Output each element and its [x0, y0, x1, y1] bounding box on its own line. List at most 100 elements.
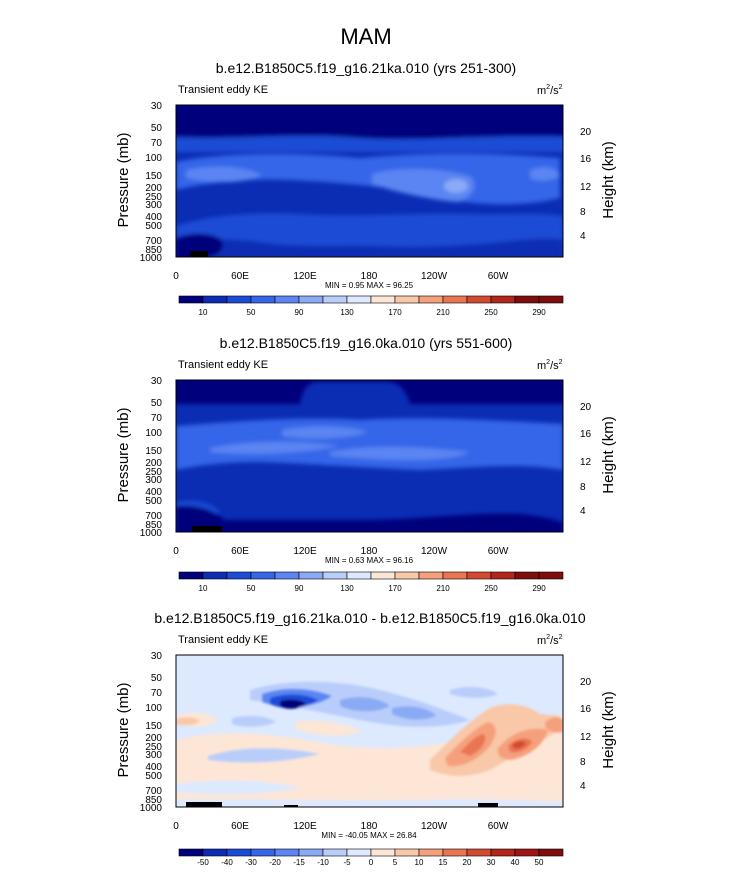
y-tick-50: 50 — [151, 123, 163, 134]
cbar-swatch — [442, 295, 468, 304]
cbar-label: 30 — [487, 858, 496, 867]
panel-2-variable-label: Transient eddy KE — [178, 359, 268, 371]
panel-1-height-ticks: 4 8 12 16 20 — [580, 127, 592, 242]
cbar-swatch — [418, 295, 444, 304]
y-tick-700: 700 — [145, 786, 162, 797]
panel-3-variable-label: Transient eddy KE — [178, 634, 268, 646]
panel-1-y-ticks: 30 50 70 100 150 200 250 300 400 500 700… — [140, 101, 163, 264]
panel-1-contour-field — [176, 105, 563, 257]
cbar-swatch — [490, 571, 516, 580]
y-tick-500: 500 — [145, 771, 162, 782]
panel-1-colorbar: 10 50 90 130 170 210 250 290 — [178, 295, 564, 317]
cbar-label: -10 — [317, 858, 329, 867]
cbar-swatch — [394, 571, 420, 580]
x-tick-180: 180 — [361, 546, 378, 557]
height-tick-16: 16 — [580, 429, 592, 440]
cbar-label: 40 — [511, 858, 520, 867]
panel-1-height-axis-label: Height (km) — [600, 141, 617, 219]
cbar-swatch — [466, 571, 492, 580]
cbar-swatch — [538, 295, 564, 304]
panel-1-plot-frame — [175, 104, 564, 258]
height-tick-4: 4 — [580, 506, 586, 517]
panel-1-min-max: MIN = 0.95 MAX = 96.25 — [325, 281, 414, 290]
y-tick-50: 50 — [151, 673, 163, 684]
cbar-label: 210 — [436, 308, 450, 317]
height-tick-12: 12 — [580, 732, 592, 743]
cbar-label: 90 — [295, 308, 304, 317]
cbar-swatch — [250, 571, 276, 580]
cbar-label: -15 — [293, 858, 305, 867]
cbar-swatch — [370, 295, 396, 304]
height-tick-20: 20 — [580, 402, 592, 413]
cbar-swatch — [250, 295, 276, 304]
y-tick-70: 70 — [151, 688, 163, 699]
y-tick-150: 150 — [145, 721, 162, 732]
x-tick-120E: 120E — [293, 546, 317, 557]
cbar-label: 290 — [532, 584, 546, 593]
height-tick-20: 20 — [580, 677, 592, 688]
x-tick-0: 0 — [173, 821, 179, 832]
cbar-swatch — [226, 848, 252, 857]
cbar-label: 10 — [415, 858, 424, 867]
cbar-swatch — [298, 848, 324, 857]
x-tick-60W: 60W — [488, 271, 509, 282]
panel-1-axes: 30 50 70 100 150 200 250 300 400 500 700… — [115, 101, 617, 290]
cbar-label: 90 — [295, 584, 304, 593]
panel-2: b.e12.B1850C5.f19_g16.0ka.010 (yrs 551-6… — [115, 335, 617, 593]
cbar-label: 50 — [247, 584, 256, 593]
cbar-swatch — [538, 848, 564, 857]
panel-3-axes: 30 50 70 100 150 200 250 300 400 500 700… — [115, 651, 617, 840]
y-tick-300: 300 — [145, 200, 162, 211]
cbar-swatch — [370, 848, 396, 857]
y-tick-200: 200 — [145, 183, 162, 194]
cbar-swatch — [226, 571, 252, 580]
cbar-swatch — [442, 571, 468, 580]
y-tick-850: 850 — [145, 520, 162, 531]
y-tick-150: 150 — [145, 446, 162, 457]
height-tick-8: 8 — [580, 757, 586, 768]
cbar-swatch — [514, 571, 540, 580]
y-tick-300: 300 — [145, 750, 162, 761]
y-tick-50: 50 — [151, 398, 163, 409]
cbar-swatch — [394, 295, 420, 304]
cbar-swatch — [346, 295, 372, 304]
panel-1-units: m2/s2 — [537, 84, 563, 97]
panel-2-units: m2/s2 — [537, 359, 563, 372]
panel-3-units: m2/s2 — [537, 634, 563, 647]
cbar-swatch — [322, 848, 348, 857]
cbar-swatch — [202, 571, 228, 580]
x-tick-120W: 120W — [421, 271, 448, 282]
x-tick-120E: 120E — [293, 821, 317, 832]
panel-2-contour-field — [176, 380, 563, 532]
panel-2-colorbar: 10 50 90 130 170 210 250 290 — [178, 571, 564, 593]
panel-2-colorbar-labels: 10 50 90 130 170 210 250 290 — [199, 584, 547, 593]
panel-1-colorbar-labels: 10 50 90 130 170 210 250 290 — [199, 308, 547, 317]
cbar-label: 0 — [369, 858, 374, 867]
cbar-swatch — [250, 848, 276, 857]
cbar-label: -20 — [269, 858, 281, 867]
y-tick-500: 500 — [145, 221, 162, 232]
cbar-swatch — [178, 848, 204, 857]
cbar-label: 170 — [388, 584, 402, 593]
cbar-label: 15 — [439, 858, 448, 867]
panel-1: b.e12.B1850C5.f19_g16.21ka.010 (yrs 251-… — [115, 60, 617, 317]
cbar-swatch — [514, 295, 540, 304]
cbar-label: 50 — [247, 308, 256, 317]
panel-1-colorbar-swatches — [178, 295, 564, 304]
y-tick-100: 100 — [145, 428, 162, 439]
x-tick-60E: 60E — [231, 271, 249, 282]
cbar-swatch — [178, 571, 204, 580]
cbar-swatch — [514, 848, 540, 857]
panel-1-title: b.e12.B1850C5.f19_g16.21ka.010 (yrs 251-… — [216, 60, 516, 76]
y-tick-30: 30 — [151, 651, 163, 662]
cbar-swatch — [322, 571, 348, 580]
panel-3-plot-frame — [175, 654, 564, 808]
y-tick-700: 700 — [145, 236, 162, 247]
cbar-swatch — [418, 848, 444, 857]
panel-2-colorbar-swatches — [178, 571, 564, 580]
height-tick-8: 8 — [580, 207, 586, 218]
y-tick-1000: 1000 — [140, 253, 163, 264]
x-tick-120W: 120W — [421, 821, 448, 832]
cbar-label: -50 — [197, 858, 209, 867]
